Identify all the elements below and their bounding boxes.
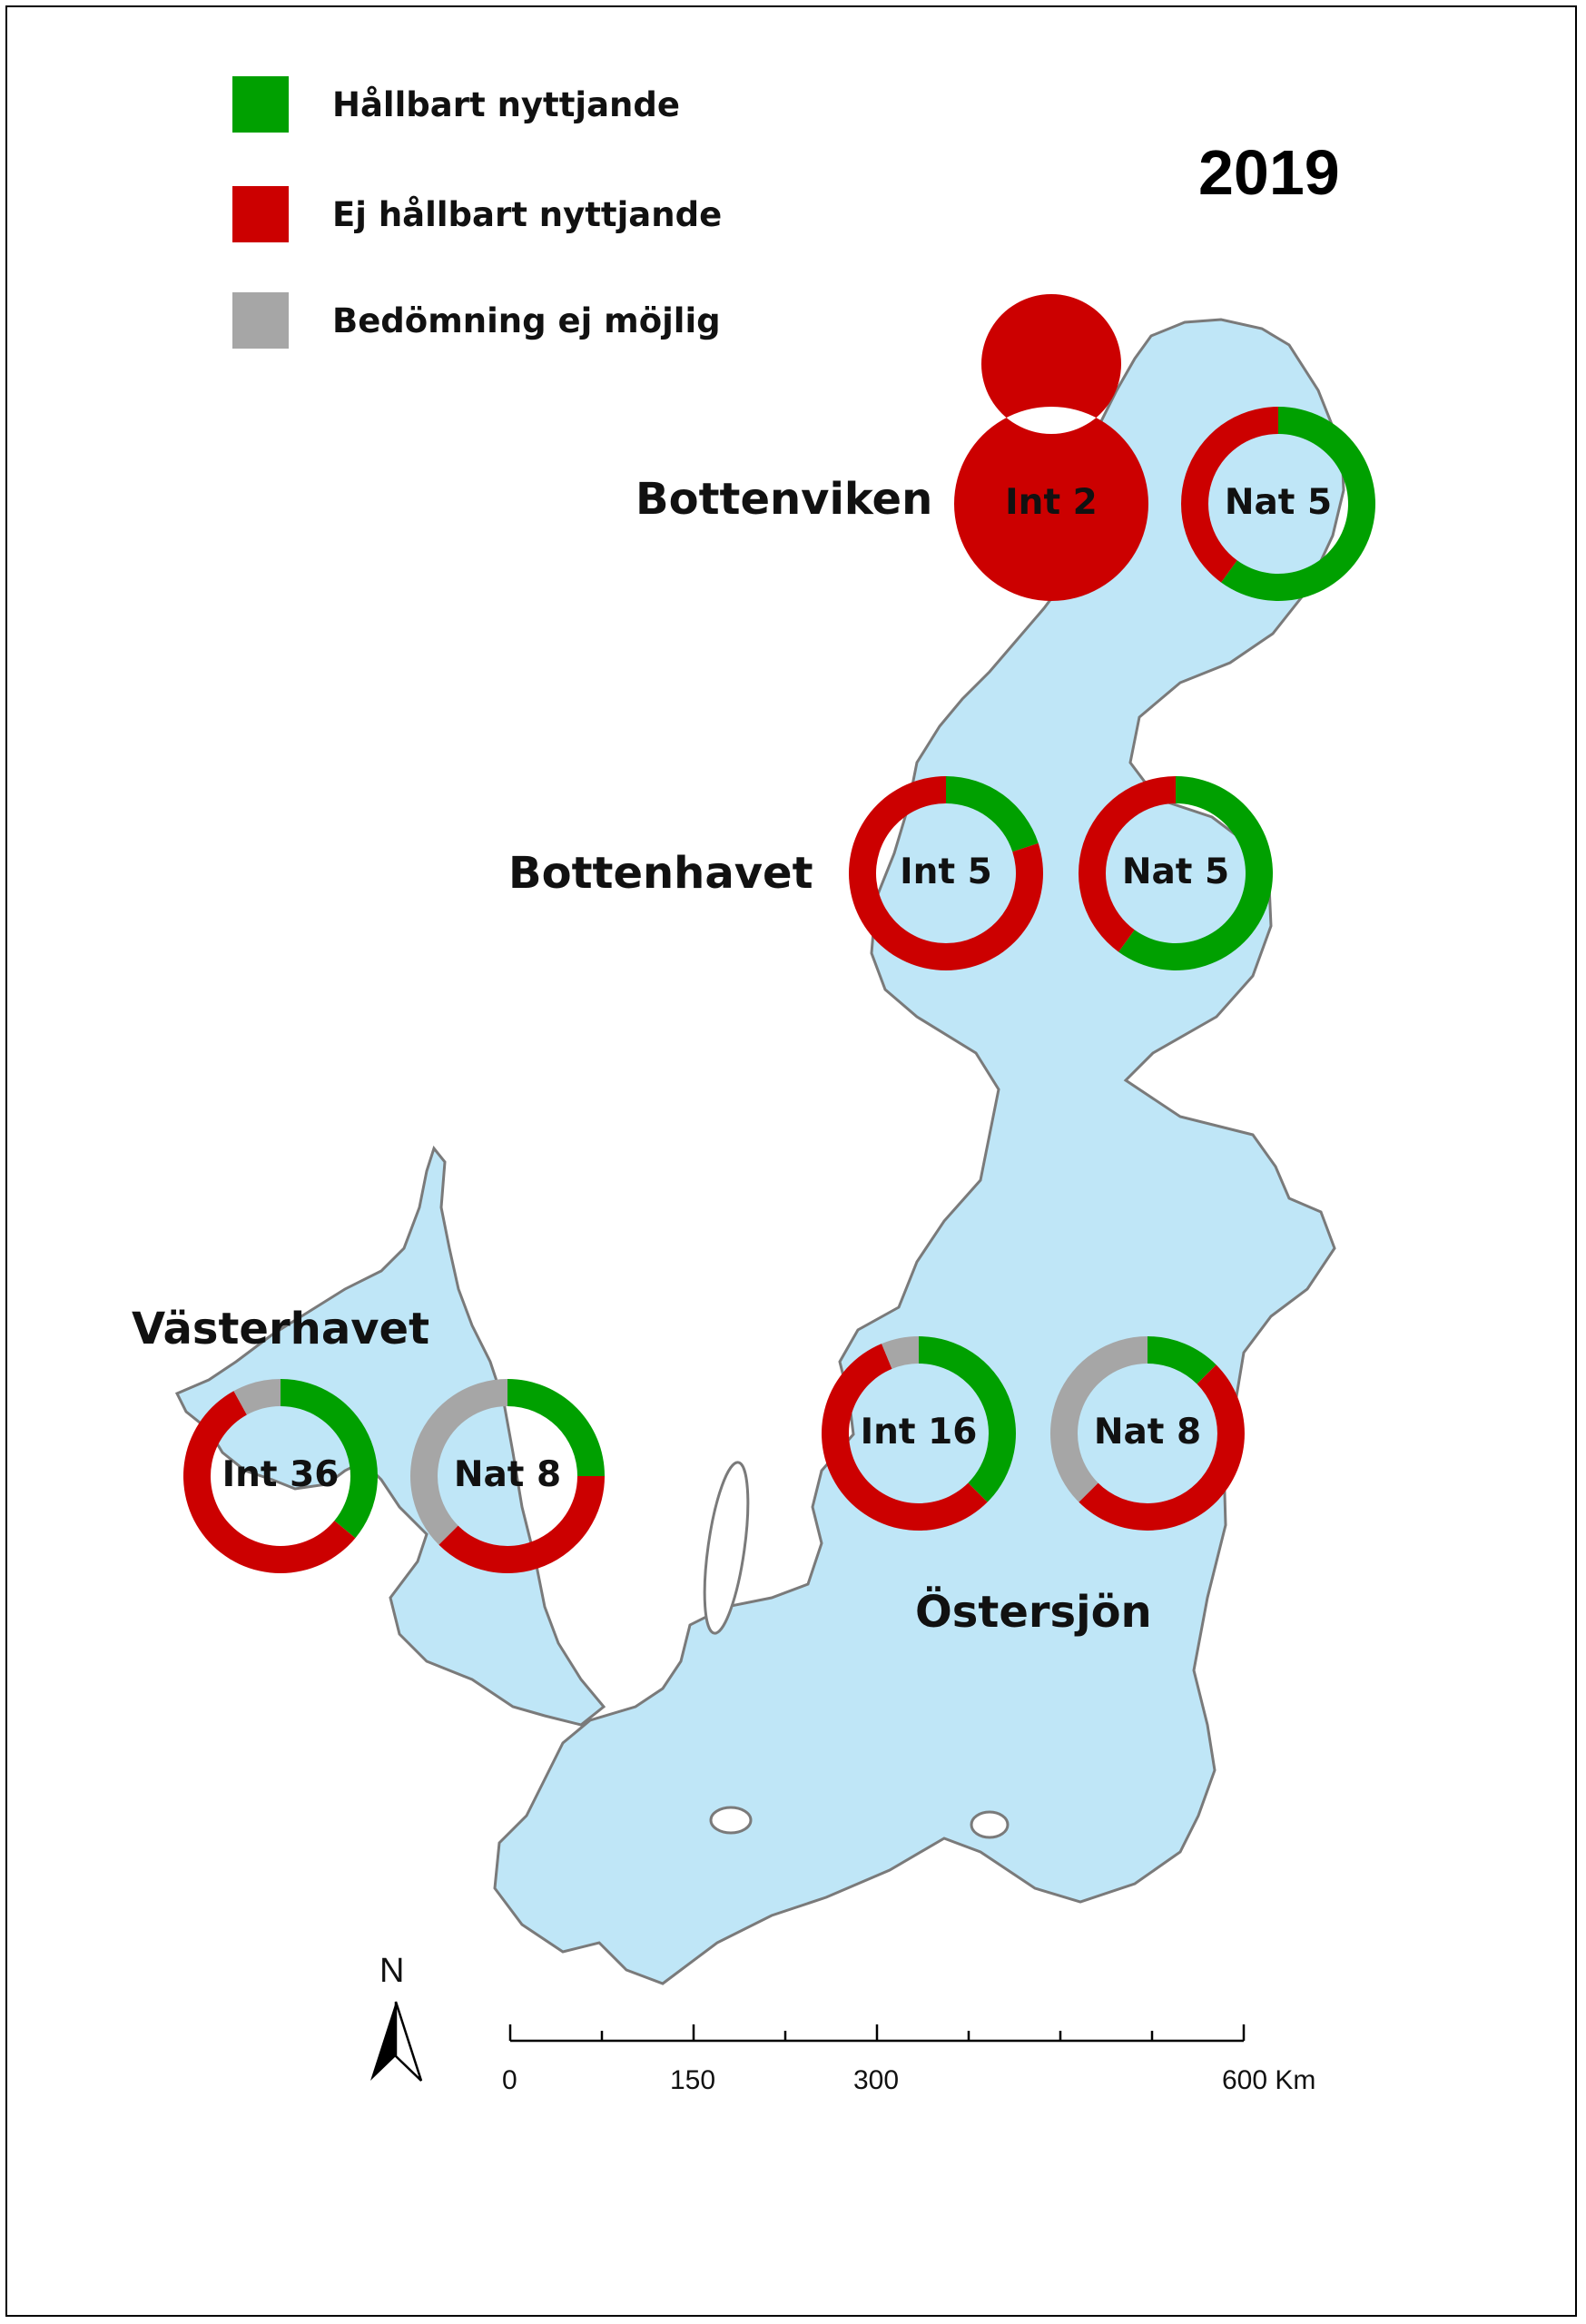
legend-label: Bedömning ej möjlig xyxy=(332,300,721,340)
donut-charts xyxy=(182,294,1375,1574)
donut-segment-sustainable xyxy=(507,1379,605,1476)
donut-segment-not-assessed xyxy=(410,1379,507,1545)
scale-bar xyxy=(508,2024,1246,2043)
donut-os-nat xyxy=(1050,1336,1245,1531)
donut-segment-unsustainable xyxy=(182,1391,356,1574)
donut-segment-sustainable xyxy=(1148,1336,1217,1384)
donut-bh-nat xyxy=(1078,776,1273,970)
island-bornholm xyxy=(709,1806,753,1835)
legend-item-unsustainable: Ej hållbart nyttjande xyxy=(232,186,722,242)
region-label-bottenhavet: Bottenhavet xyxy=(508,848,813,899)
donut-segment-sustainable xyxy=(946,776,1039,852)
legend-label: Ej hållbart nyttjande xyxy=(332,194,723,234)
donut-vh-nat xyxy=(410,1379,605,1574)
island-small xyxy=(970,1810,1010,1839)
donut-segment-sustainable xyxy=(281,1379,378,1539)
map-border xyxy=(5,5,1577,2317)
scale-label-0: 0 xyxy=(502,2065,517,2095)
donut-segment-sustainable xyxy=(919,1336,1016,1502)
kattegat-water xyxy=(174,1145,606,1727)
donut-segment-unsustainable xyxy=(1181,406,1278,583)
island-gotland xyxy=(703,1461,750,1635)
scale-label-150: 150 xyxy=(670,2065,716,2095)
donut-bv-int xyxy=(953,294,1148,601)
donut-os-int xyxy=(821,1335,1016,1531)
legend-item-sustainable: Hållbart nyttjande xyxy=(232,76,680,133)
donut-segment-sustainable xyxy=(1221,407,1375,601)
legend-swatch-gray xyxy=(232,292,289,349)
donut-segment-not-assessed xyxy=(233,1379,281,1415)
scale-label-600: 600 Km xyxy=(1222,2065,1316,2095)
chart-label-vh-int: Int 36 xyxy=(222,1454,340,1495)
donut-segment-unsustainable xyxy=(953,294,1148,601)
donut-segment-unsustainable xyxy=(821,1344,988,1531)
region-label-bottenviken: Bottenviken xyxy=(635,474,933,525)
north-arrow-icon xyxy=(370,2001,423,2082)
donut-bv-nat xyxy=(1181,406,1375,601)
region-label-vasterhavet: Västerhavet xyxy=(132,1304,430,1354)
legend-item-not-assessed: Bedömning ej möjlig xyxy=(232,292,721,349)
chart-label-bh-nat: Nat 5 xyxy=(1121,852,1230,892)
year-label: 2019 xyxy=(1198,137,1340,208)
donut-segment-unsustainable xyxy=(1078,776,1176,952)
donut-segment-sustainable xyxy=(1118,776,1273,970)
donut-vh-int xyxy=(182,1379,378,1574)
legend-label: Hållbart nyttjande xyxy=(332,84,680,124)
scale-label-300: 300 xyxy=(853,2065,900,2095)
legend-swatch-red xyxy=(232,186,289,242)
chart-label-bh-int: Int 5 xyxy=(900,852,992,892)
chart-label-bv-nat: Nat 5 xyxy=(1224,482,1333,523)
donut-segment-not-assessed xyxy=(882,1335,919,1369)
legend-swatch-green xyxy=(232,76,289,133)
chart-label-os-nat: Nat 8 xyxy=(1093,1412,1202,1452)
donut-segment-not-assessed xyxy=(1050,1336,1148,1502)
chart-label-vh-nat: Nat 8 xyxy=(453,1454,562,1495)
chart-label-bv-int: Int 2 xyxy=(1005,482,1098,523)
donut-bh-int xyxy=(848,776,1043,970)
chart-label-os-int: Int 16 xyxy=(860,1412,978,1452)
region-label-ostersjon: Östersjön xyxy=(915,1587,1152,1638)
donut-segment-unsustainable xyxy=(438,1476,605,1574)
north-label: N xyxy=(379,1952,405,1990)
donut-segment-unsustainable xyxy=(1079,1364,1245,1531)
